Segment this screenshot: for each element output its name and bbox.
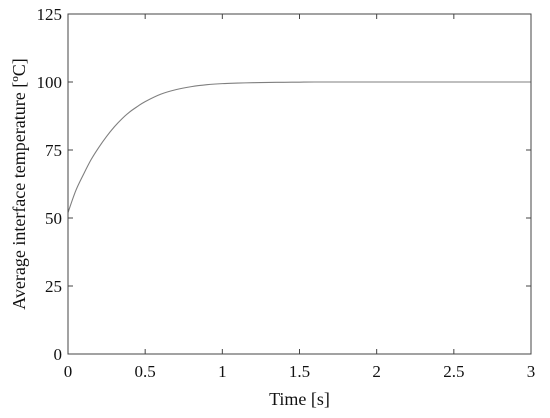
- y-tick-label: 125: [37, 5, 63, 24]
- y-tick-label: 75: [45, 141, 62, 160]
- tick-labels: 0 0.5 1 1.5 2 2.5 3 0 25 50 75 100 125: [37, 5, 536, 381]
- y-axis-title: Average interface temperature [ºC]: [9, 58, 29, 310]
- x-tick-label: 1.5: [289, 362, 310, 381]
- x-tick-label: 3: [527, 362, 536, 381]
- x-tick-label: 1: [218, 362, 227, 381]
- plot-frame: [67, 13, 532, 355]
- x-tick-label: 0: [64, 362, 73, 381]
- x-tick-label: 2: [372, 362, 381, 381]
- x-tick-label: 0.5: [135, 362, 156, 381]
- y-tick-label: 0: [54, 345, 63, 364]
- y-tick-label: 25: [45, 277, 62, 296]
- x-axis-title: Time [s]: [269, 389, 330, 409]
- temperature-series-line: [67, 81, 531, 213]
- y-tick-label: 100: [37, 73, 63, 92]
- series-layer: [67, 81, 531, 213]
- y-tick-label: 50: [45, 209, 62, 228]
- axis-ticks: [67, 13, 532, 355]
- x-tick-label: 2.5: [443, 362, 464, 381]
